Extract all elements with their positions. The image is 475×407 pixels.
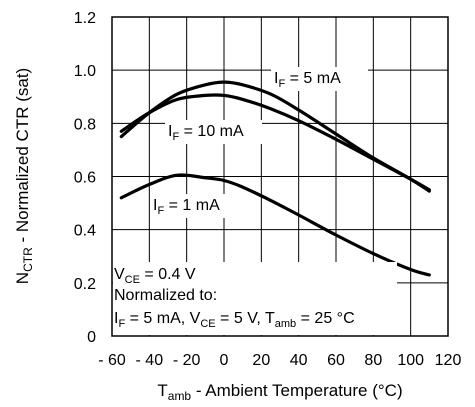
x-tick-label: 120 xyxy=(435,352,462,369)
annotation-reference: IF = 5 mA, VCE = 5 V, Tamb = 25 °C xyxy=(114,310,355,330)
x-tick-label: 20 xyxy=(252,352,270,369)
label-if-1ma: IF = 1 mA xyxy=(153,197,220,217)
x-tick-label: - 60 xyxy=(98,352,126,369)
y-tick-label: 0.2 xyxy=(74,276,96,293)
label-background xyxy=(271,67,368,91)
axis-labels: Tamb - Ambient Temperature (°C) NCTR - No… xyxy=(13,68,403,403)
label-background xyxy=(165,120,262,144)
y-tick-label: 0.6 xyxy=(74,170,96,187)
x-tick-label: 80 xyxy=(364,352,382,369)
x-tick-label: - 20 xyxy=(173,352,201,369)
y-tick-label: 1.0 xyxy=(74,63,96,80)
y-tick-label: 0 xyxy=(87,329,96,346)
plot-border xyxy=(111,16,449,337)
curve-if-10ma xyxy=(119,93,431,192)
y-axis-label: NCTR - Normalized CTR (sat) xyxy=(13,68,35,284)
annotation-vce: VCE = 0.4 V xyxy=(114,266,196,286)
series-labels: IF = 5 mA IF = 10 mA IF = 1 mA xyxy=(150,67,368,218)
x-tick-label: - 40 xyxy=(136,352,164,369)
curve-if-1ma xyxy=(119,173,431,277)
x-tick-label: 40 xyxy=(290,352,308,369)
label-if-10ma: IF = 10 mA xyxy=(168,123,244,143)
label-if-5ma: IF = 5 mA xyxy=(274,70,341,90)
y-tick-label: 1.2 xyxy=(74,10,96,27)
y-axis-label-group: NCTR - Normalized CTR (sat) xyxy=(13,68,35,284)
annotation-normalized: Normalized to: xyxy=(114,287,217,304)
y-tick-label: 0.8 xyxy=(74,116,96,133)
series-lines xyxy=(119,80,431,277)
x-tick-label: 60 xyxy=(327,352,345,369)
tick-labels: - 60 - 40 - 20 0 20 40 60 80 100 120 0 0.2 0.4 0.6 0.8… xyxy=(74,10,462,369)
annotation-background xyxy=(113,262,397,335)
x-axis-label: Tamb - Ambient Temperature (°C) xyxy=(157,381,402,403)
x-tick-label: 0 xyxy=(220,352,229,369)
plot-frame xyxy=(111,16,449,337)
label-background xyxy=(150,194,247,218)
y-tick-label: 0.4 xyxy=(74,223,96,240)
x-tick-label: 100 xyxy=(397,352,424,369)
